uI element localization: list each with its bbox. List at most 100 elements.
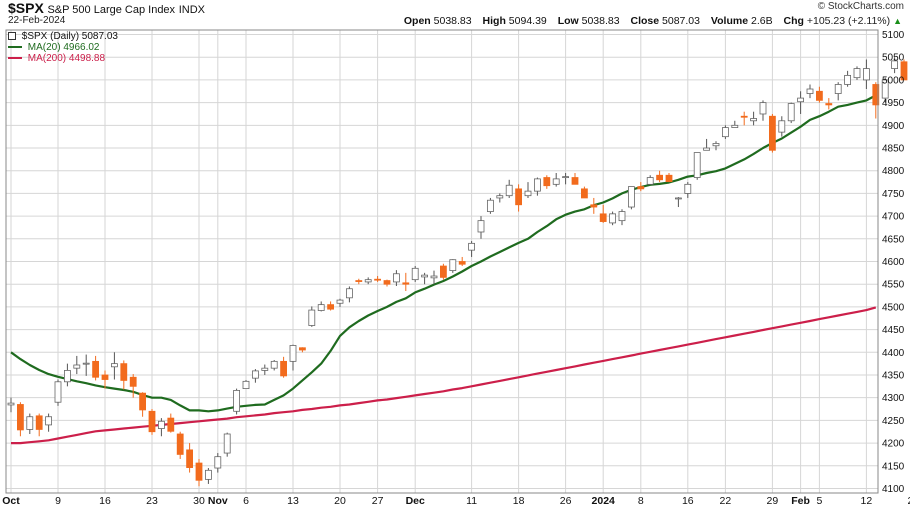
candle xyxy=(92,355,99,381)
candle xyxy=(214,453,222,473)
candle-body xyxy=(703,147,710,151)
candle-body xyxy=(345,288,353,299)
candle-body xyxy=(618,211,626,222)
candle-body xyxy=(853,68,861,79)
candle xyxy=(853,66,861,80)
candle xyxy=(280,356,288,378)
candle-body xyxy=(233,390,241,412)
candle-body xyxy=(308,309,316,326)
candle-body xyxy=(496,195,504,199)
x-tick-label: 16 xyxy=(99,495,111,507)
candle xyxy=(731,120,739,128)
candle-body xyxy=(571,177,579,185)
candle-body xyxy=(816,90,823,101)
candle-body xyxy=(280,360,288,377)
y-tick-label: 4350 xyxy=(882,370,905,381)
candle xyxy=(684,182,692,198)
x-tick-label: 20 xyxy=(908,495,910,507)
candle xyxy=(722,125,729,139)
candle xyxy=(562,172,569,185)
candle-body xyxy=(731,124,739,128)
candle xyxy=(327,301,335,311)
legend-price-label: $SPX (Daily) 5087.03 xyxy=(21,31,118,42)
ohlc-summary: Open 5038.83 High 5094.39 Low 5038.83 Cl… xyxy=(404,15,902,27)
y-tick-label: 5050 xyxy=(882,53,905,64)
high-value: 5094.39 xyxy=(508,15,547,27)
y-tick-label: 4300 xyxy=(882,393,905,404)
candle xyxy=(317,301,325,312)
candle-body xyxy=(242,380,250,389)
candle xyxy=(637,182,645,192)
candle xyxy=(759,100,767,121)
candle xyxy=(355,278,363,285)
candle-body xyxy=(646,177,654,185)
candle xyxy=(590,197,598,214)
candle-body xyxy=(524,190,532,197)
candle-body xyxy=(797,97,804,103)
y-tick-label: 4450 xyxy=(882,325,905,336)
candle-body xyxy=(176,433,184,455)
candle xyxy=(439,263,447,280)
candle-icon xyxy=(8,32,16,41)
candle xyxy=(599,204,607,223)
x-tick-label: Dec xyxy=(406,495,425,507)
candle xyxy=(345,286,353,303)
candle xyxy=(797,91,804,114)
candle-body xyxy=(411,267,419,281)
candle-body xyxy=(92,360,99,378)
plot-frame xyxy=(5,29,879,494)
candle xyxy=(881,77,889,103)
candle-body xyxy=(73,364,81,369)
candle xyxy=(242,379,250,389)
candle xyxy=(693,152,701,180)
candle xyxy=(364,277,372,285)
y-tick-label: 4500 xyxy=(882,302,905,313)
candlesticks xyxy=(7,57,908,487)
candle xyxy=(7,397,15,413)
low-label: Low xyxy=(557,15,579,27)
candle xyxy=(825,98,833,110)
candle xyxy=(129,374,137,398)
candle xyxy=(505,179,513,198)
x-tick-label: 9 xyxy=(55,495,61,507)
y-tick-label: 4850 xyxy=(882,144,905,155)
candle-body xyxy=(64,370,71,383)
candle xyxy=(787,102,795,124)
ma20-series-line xyxy=(10,94,877,413)
candle-body xyxy=(750,118,757,122)
exchange: INDX xyxy=(178,4,205,16)
candle xyxy=(543,175,551,189)
candle xyxy=(534,177,541,196)
candle-body xyxy=(317,304,325,311)
candle xyxy=(515,184,522,212)
candle xyxy=(816,86,823,103)
candle xyxy=(524,182,532,198)
candle-body xyxy=(101,374,109,380)
candle-body xyxy=(468,242,476,251)
candle xyxy=(872,82,880,119)
candle-body xyxy=(16,404,24,431)
candle xyxy=(740,111,748,126)
legend-ma20-label: MA(20) 4966.02 xyxy=(27,42,100,53)
candle xyxy=(402,272,410,292)
x-tick-label: 11 xyxy=(466,495,477,507)
legend-price: $SPX (Daily) 5087.03 xyxy=(8,31,118,42)
candle-body xyxy=(891,60,898,69)
candle xyxy=(26,413,34,434)
candle xyxy=(750,111,757,126)
y-tick-label: 4950 xyxy=(882,98,905,109)
brand-watermark[interactable]: © StockCharts.com xyxy=(817,1,904,12)
candle-body xyxy=(787,103,795,122)
candle-body xyxy=(628,186,635,208)
candle xyxy=(73,355,81,375)
candle-body xyxy=(261,367,269,371)
candle-body xyxy=(421,274,429,278)
x-tick-label: 22 xyxy=(720,495,732,507)
candle xyxy=(449,259,457,273)
candle xyxy=(261,364,269,375)
candle-body xyxy=(881,79,889,99)
candle xyxy=(834,82,842,101)
candle-body xyxy=(148,410,156,433)
candle xyxy=(374,276,382,282)
